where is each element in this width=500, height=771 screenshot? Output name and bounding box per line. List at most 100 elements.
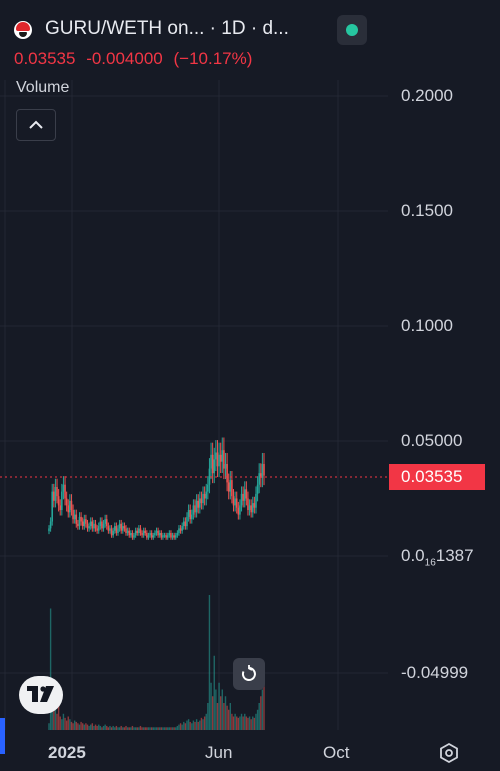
candle-body <box>85 519 87 524</box>
candle-body <box>146 533 148 538</box>
candle-body <box>118 523 121 529</box>
price-change-percent: (−10.17%) <box>173 49 253 68</box>
volume-bar <box>138 727 140 730</box>
volume-bar <box>258 703 260 730</box>
candle-body <box>88 526 90 529</box>
candle-body <box>128 530 131 536</box>
candle-body <box>130 533 132 536</box>
volume-bar <box>189 721 191 730</box>
volume-bar <box>159 727 161 730</box>
candle-body <box>203 493 206 499</box>
volume-bar <box>170 727 172 730</box>
candle-body <box>250 505 252 513</box>
volume-bar <box>53 703 55 730</box>
volume-bar <box>250 719 252 730</box>
volume-bar <box>65 720 68 730</box>
volume-bar <box>176 725 179 730</box>
volume-bar <box>115 725 118 730</box>
symbol-title[interactable]: GURU/WETH on... · 1D · d... <box>45 18 289 39</box>
volume-bar <box>173 727 175 730</box>
tradingview-logo-icon[interactable] <box>19 676 63 714</box>
volume-bar <box>85 723 87 730</box>
candle-body <box>131 533 134 538</box>
candle-body <box>168 533 171 536</box>
volume-bar <box>49 608 52 730</box>
chart-settings-button[interactable] <box>438 742 460 764</box>
volume-bar <box>102 725 105 730</box>
volume-bar <box>226 705 228 730</box>
candle-body <box>255 493 257 508</box>
candle-body <box>53 491 55 501</box>
candle-body <box>215 452 217 460</box>
candle-body <box>122 526 124 531</box>
candle-body <box>49 521 52 529</box>
volume-bar <box>234 713 236 730</box>
volume-bar <box>107 727 110 730</box>
reset-chart-button[interactable] <box>233 658 265 690</box>
candle-body <box>94 523 97 529</box>
volume-bar <box>136 727 138 730</box>
candle-body <box>224 464 227 469</box>
candle-body <box>226 464 228 483</box>
volume-bar <box>263 682 265 730</box>
candlesticks <box>48 437 265 540</box>
reset-icon <box>241 665 256 681</box>
y-axis-label-zero-rest: 1387 <box>435 546 474 565</box>
candle-body <box>139 528 142 533</box>
candle-body <box>102 523 105 529</box>
candle-body <box>181 526 183 531</box>
volume-bar <box>110 727 113 730</box>
candle-body <box>219 454 222 462</box>
candle-body <box>138 528 140 533</box>
volume-bar <box>192 720 195 730</box>
y-axis-label: 0.05000 <box>401 431 463 450</box>
volume-bar <box>211 696 214 730</box>
candle-body <box>200 498 203 504</box>
volume-bar <box>134 727 137 730</box>
collapse-indicators-button[interactable] <box>16 109 56 141</box>
volume-bar <box>208 595 211 730</box>
volume-bar <box>239 716 241 730</box>
candle-body <box>112 530 114 536</box>
volume-indicator-label[interactable]: Volume <box>16 79 70 96</box>
candle-body <box>62 484 65 492</box>
volume-bar <box>81 723 84 730</box>
candle-body <box>109 528 111 531</box>
candle-body <box>162 535 164 538</box>
volume-bar <box>255 713 257 730</box>
volume-bar <box>73 720 76 730</box>
volume-bar <box>210 682 212 730</box>
volume-bar <box>118 727 121 730</box>
candle-body <box>218 454 220 467</box>
candle-body <box>107 526 110 531</box>
volume-bar <box>122 727 124 730</box>
volume-bar <box>147 727 150 730</box>
market-status-dot-icon <box>346 24 358 36</box>
volume-bar <box>165 727 167 730</box>
candle-body <box>163 535 166 537</box>
candle-body <box>99 521 102 527</box>
candle-body <box>80 516 82 522</box>
candle-body <box>187 510 190 517</box>
candle-body <box>263 464 265 476</box>
volume-bar <box>112 725 114 730</box>
settings-icon <box>440 742 458 764</box>
candle-body <box>245 489 248 499</box>
candle-body <box>240 493 243 506</box>
volume-bar <box>62 713 65 730</box>
candle-body <box>248 505 251 510</box>
candle-body <box>147 535 150 538</box>
volume-bar <box>96 725 98 730</box>
candle-body <box>89 521 92 527</box>
volume-bar <box>106 725 108 730</box>
candle-body <box>149 533 151 536</box>
candle-body <box>56 487 58 497</box>
candle-body <box>136 530 139 533</box>
candle-body <box>247 498 249 510</box>
volume-bar <box>131 725 134 730</box>
volume-bar <box>117 727 119 730</box>
volume-bar <box>207 703 209 730</box>
volume-bar <box>221 689 223 730</box>
market-status-button[interactable] <box>337 15 367 45</box>
